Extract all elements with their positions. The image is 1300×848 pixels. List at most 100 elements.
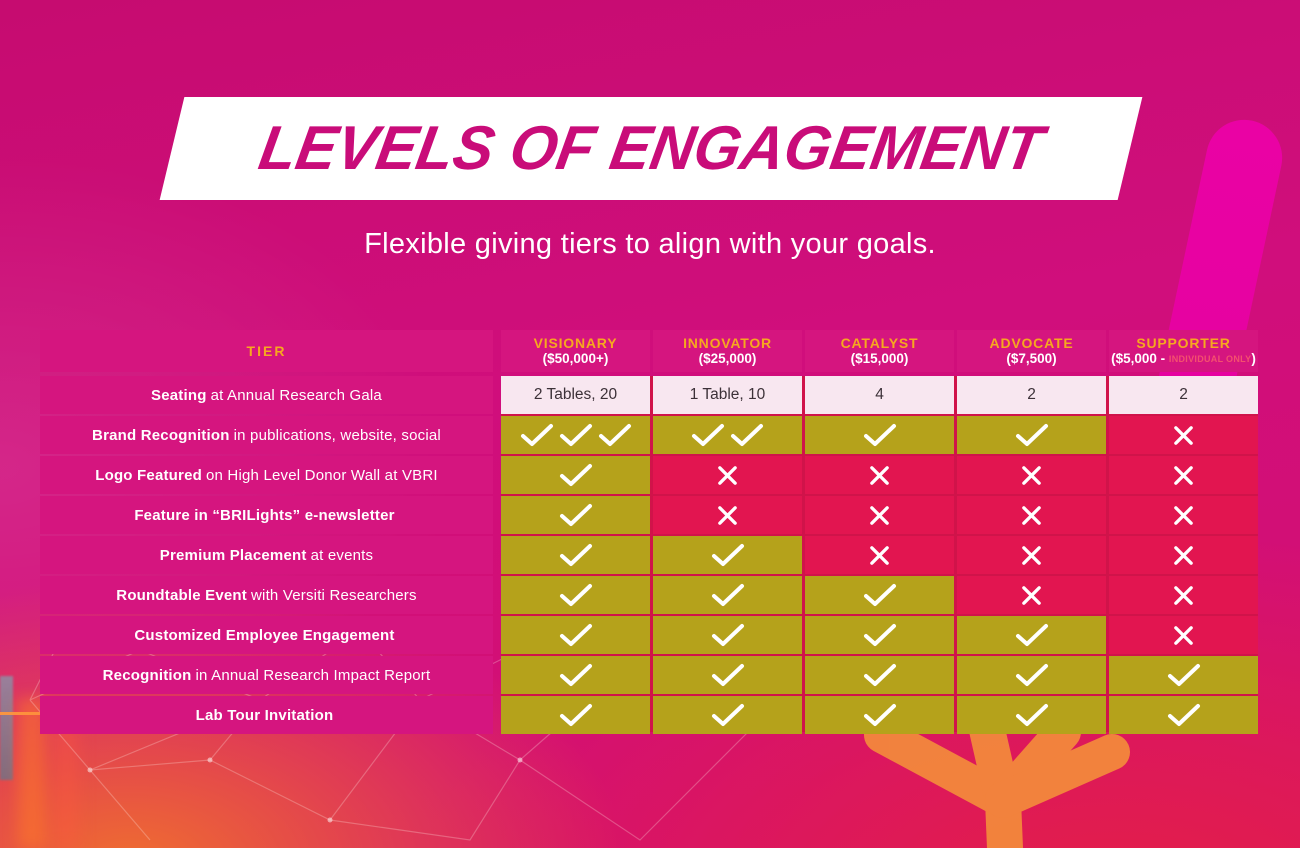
feature-row: Brand Recognition in publications, websit… [40, 416, 1258, 454]
check-icon [863, 424, 896, 446]
x-cell [1109, 456, 1258, 494]
tier-name: SUPPORTER [1136, 335, 1231, 352]
x-icon [1174, 465, 1193, 485]
check-icon [1015, 704, 1048, 726]
x-icon [1174, 425, 1193, 445]
row-label: Logo Featured on High Level Donor Wall at… [40, 456, 493, 494]
row-label: Seating at Annual Research Gala [40, 376, 493, 414]
check-cell [501, 616, 650, 654]
check-icon [711, 584, 744, 606]
check-icon [731, 424, 763, 446]
tier-note: INDIVIDUAL ONLY [1168, 354, 1252, 365]
tier-name: ADVOCATE [989, 335, 1074, 352]
feature-row: Lab Tour Invitation [40, 696, 1258, 734]
check-cell [653, 536, 802, 574]
x-cell [653, 456, 802, 494]
check-icon [520, 424, 553, 446]
check-icon [559, 424, 592, 446]
tier-name: CATALYST [840, 335, 919, 352]
x-cell [1109, 576, 1258, 614]
check-cell [501, 416, 650, 454]
check-icon [711, 624, 744, 646]
row-label: Premium Placement at events [40, 536, 493, 574]
x-icon [718, 505, 737, 525]
orange-streak-decoration [56, 722, 76, 848]
page-title: LEVELS OF ENGAGEMENT [254, 114, 1048, 183]
x-cell [1109, 416, 1258, 454]
tier-amount: ($7,500) [1006, 351, 1057, 367]
feature-row: Recognition in Annual Research Impact Rep… [40, 656, 1258, 694]
check-icon [1167, 704, 1200, 726]
x-icon [1174, 545, 1193, 565]
title-banner: LEVELS OF ENGAGEMENT [159, 97, 1143, 200]
check-icon [1015, 624, 1048, 646]
feature-row: Roundtable Event with Versiti Researchers [40, 576, 1258, 614]
check-icon [559, 584, 592, 606]
check-cell [501, 496, 650, 534]
feature-row: Premium Placement at events [40, 536, 1258, 574]
x-cell [1109, 536, 1258, 574]
x-cell [957, 576, 1106, 614]
check-cell [805, 616, 954, 654]
check-cell [501, 456, 650, 494]
check-cell [501, 536, 650, 574]
check-icon [1015, 664, 1048, 686]
engagement-table: TIER VISIONARY ($50,000+) INNOVATOR ($25,00… [40, 330, 1258, 734]
page-subtitle: Flexible giving tiers to align with your… [364, 228, 936, 260]
column-header-innovator: INNOVATOR ($25,000) [653, 330, 802, 372]
check-icon [692, 424, 724, 446]
x-cell [1109, 496, 1258, 534]
check-icon [863, 664, 896, 686]
check-cell [653, 416, 802, 454]
check-icon [559, 544, 592, 566]
x-cell [805, 456, 954, 494]
tier-amount: ($50,000+) [542, 351, 609, 367]
check-cell [501, 696, 650, 734]
check-icon [559, 464, 592, 486]
row-label: Recognition in Annual Research Impact Rep… [40, 656, 493, 694]
check-icon [863, 704, 896, 726]
x-icon [1174, 625, 1193, 645]
check-cell [653, 616, 802, 654]
x-icon [1022, 585, 1041, 605]
check-icon [711, 664, 744, 686]
x-icon [1174, 505, 1193, 525]
check-cell [957, 696, 1106, 734]
x-cell [805, 536, 954, 574]
gray-bar-decoration [0, 676, 13, 780]
check-icon [1167, 664, 1200, 686]
column-header-advocate: ADVOCATE ($7,500) [957, 330, 1106, 372]
x-icon [1022, 545, 1041, 565]
check-cell [653, 656, 802, 694]
check-icon [559, 664, 592, 686]
check-icon [1015, 424, 1048, 446]
tier-column-header: TIER [40, 330, 493, 372]
x-icon [870, 465, 889, 485]
column-header-visionary: VISIONARY ($50,000+) [501, 330, 650, 372]
tier-amount: ($15,000) [850, 351, 909, 367]
check-icon [559, 704, 592, 726]
check-cell [805, 696, 954, 734]
x-cell [957, 496, 1106, 534]
tier-name: VISIONARY [533, 335, 618, 352]
check-cell [653, 696, 802, 734]
column-header-supporter: SUPPORTER ($5,000 - INDIVIDUAL ONLY) [1109, 330, 1258, 372]
check-cell [653, 576, 802, 614]
table-header-row: TIER VISIONARY ($50,000+) INNOVATOR ($25,00… [40, 330, 1258, 372]
x-cell [957, 456, 1106, 494]
check-cell [501, 576, 650, 614]
row-label: Lab Tour Invitation [40, 696, 493, 734]
check-icon [711, 704, 744, 726]
row-label: Customized Employee Engagement [40, 616, 493, 654]
check-cell [957, 656, 1106, 694]
x-cell [1109, 616, 1258, 654]
row-label: Roundtable Event with Versiti Researchers [40, 576, 493, 614]
check-cell [805, 656, 954, 694]
x-icon [1174, 585, 1193, 605]
column-header-catalyst: CATALYST ($15,000) [805, 330, 954, 372]
x-cell [805, 496, 954, 534]
check-cell [1109, 656, 1258, 694]
value-cell: 1 Table, 10 [653, 376, 802, 414]
check-icon [559, 504, 592, 526]
x-icon [1022, 505, 1041, 525]
